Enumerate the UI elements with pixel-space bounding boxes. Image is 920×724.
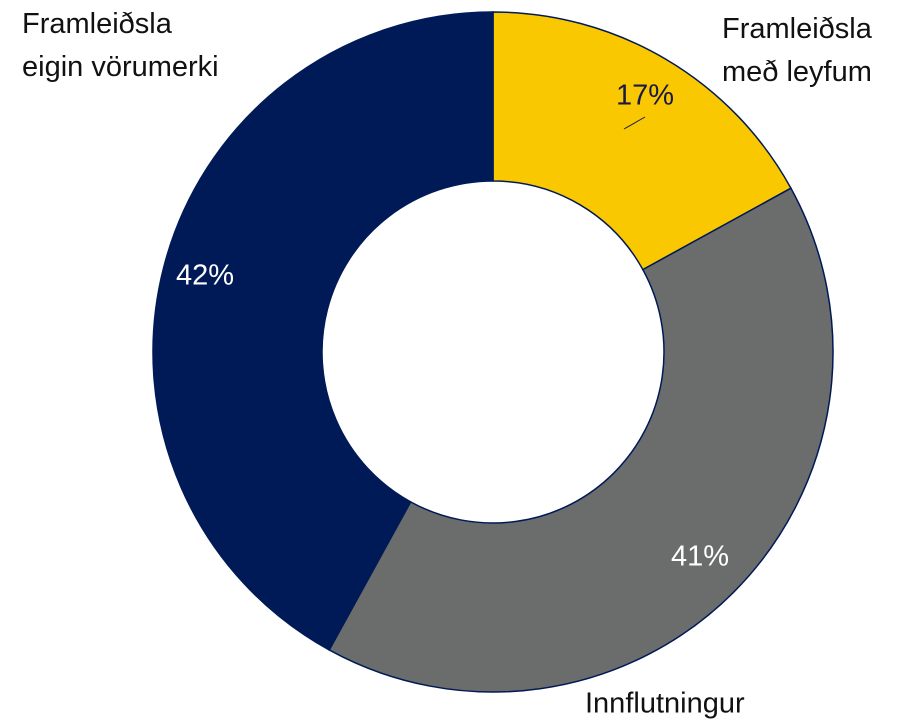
label-line: með leyfum [722,56,872,88]
category-label: Framleiðsla með leyfum [722,13,873,88]
donut-segment [152,11,494,651]
category-label: Innflutningur [585,688,745,720]
leader-line [623,116,646,130]
donut-segment [328,187,834,693]
value-label: 41% [671,541,729,573]
label-line: Framleiðsla [722,13,873,45]
value-label: 42% [176,260,234,292]
label-line: eigin vörumerki [22,51,219,83]
category-label: Framleiðsla eigin vörumerki [22,8,219,83]
donut-segment [492,11,792,271]
label-line: Framleiðsla [22,8,173,40]
value-label: 17% [616,80,674,112]
